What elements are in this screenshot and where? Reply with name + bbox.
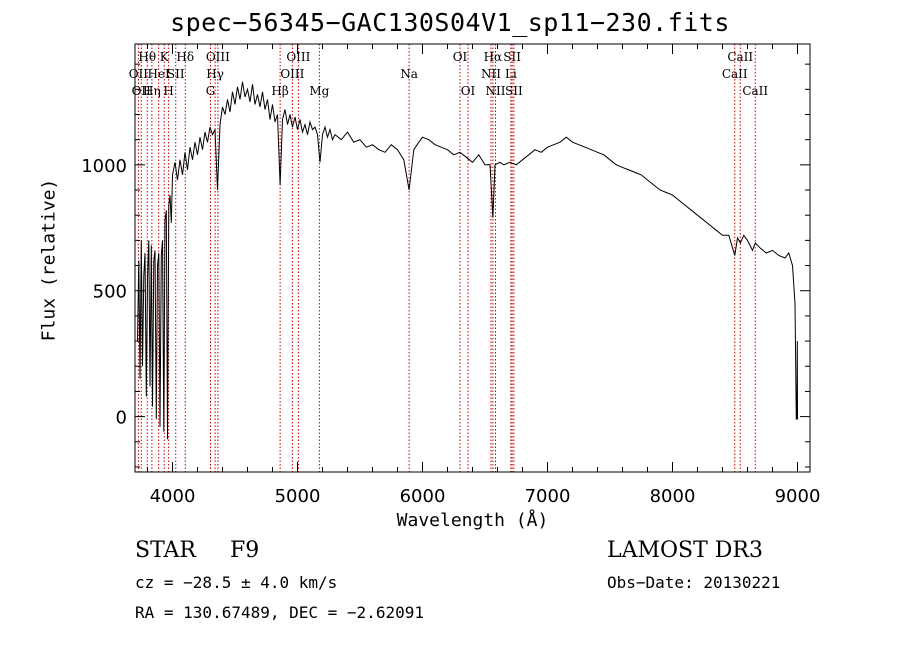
line-marker-label: Hγ (206, 67, 224, 81)
x-tick-label: 4000 (150, 486, 196, 507)
y-axis-label: Flux (relative) (38, 178, 60, 342)
chart-title: spec−56345−GAC130S04V1_sp11−230.fits (170, 8, 730, 37)
line-marker-label: Hα (484, 50, 503, 64)
line-marker-label: OI (453, 50, 468, 64)
axis-ticks: 4000 5000 6000 7000 8000 9000 0 500 1000 (81, 44, 820, 507)
y-tick-label: 0 (116, 408, 127, 429)
line-marker-label: CaII (742, 84, 768, 98)
line-marker-labels: OII OII Hθ Hη HeI K H SII Hδ G Hγ OIII Hβ OIII OIII Mg N… (129, 50, 769, 98)
plot-frame (134, 43, 811, 473)
line-marker-label: OIII (280, 67, 304, 81)
line-marker-label: Hθ (138, 50, 156, 64)
y-tick-label: 1000 (81, 156, 127, 177)
x-tick-label: 8000 (650, 486, 696, 507)
line-marker-label: G (206, 84, 216, 98)
redshift-info: cz = −28.5 ± 4.0 km/s (135, 573, 338, 592)
classification: STAR F9 (135, 538, 259, 563)
line-marker-label: OII (132, 84, 152, 98)
line-marker-label: CaII (727, 50, 753, 64)
line-marker-label: NII (486, 84, 506, 98)
line-marker-label: Mg (309, 84, 329, 98)
flux-series-line (137, 81, 798, 440)
line-marker-label: Hδ (176, 50, 194, 64)
object-type: STAR (135, 538, 196, 563)
line-marker-label: OIII (206, 50, 230, 64)
line-marker-label: OI (461, 84, 476, 98)
y-tick-label: 500 (93, 282, 127, 303)
line-marker-label: Li (505, 67, 517, 81)
line-marker-label: NII (481, 67, 501, 81)
spectral-subclass: F9 (230, 538, 260, 563)
line-marker-label: SII (503, 50, 521, 64)
line-marker-label: CaII (722, 67, 748, 81)
line-marker-label: HeI (147, 67, 170, 81)
line-marker-label: OII (129, 67, 149, 81)
x-tick-label: 9000 (775, 486, 821, 507)
line-marker-label: SII (505, 84, 523, 98)
survey-name: LAMOST DR3 (607, 538, 763, 563)
line-marker-label: H (163, 84, 173, 98)
line-marker-label: Hβ (271, 84, 288, 98)
x-tick-label: 7000 (525, 486, 571, 507)
line-marker-label: OIII (286, 50, 310, 64)
x-tick-label: 5000 (275, 486, 321, 507)
line-marker-label: SII (167, 67, 185, 81)
line-marker-label: Na (400, 67, 418, 81)
line-marker-label: K (160, 50, 170, 64)
observation-date: Obs−Date: 20130221 (607, 573, 781, 592)
line-markers (137, 44, 756, 472)
x-tick-label: 6000 (400, 486, 446, 507)
line-marker-label: Hη (143, 84, 161, 98)
x-axis-label: Wavelength (Å) (396, 510, 549, 531)
coordinates: RA = 130.67489, DEC = −2.62091 (135, 603, 424, 622)
